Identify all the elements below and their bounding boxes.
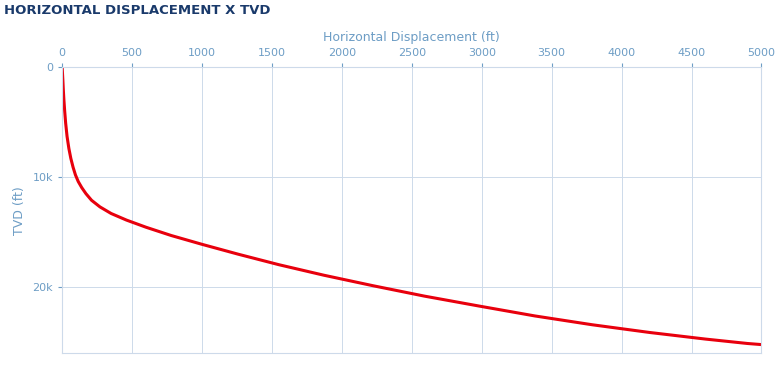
Y-axis label: TVD (ft): TVD (ft) — [12, 186, 26, 235]
X-axis label: Horizontal Displacement (ft): Horizontal Displacement (ft) — [323, 31, 500, 44]
Text: HORIZONTAL DISPLACEMENT X TVD: HORIZONTAL DISPLACEMENT X TVD — [4, 4, 270, 17]
